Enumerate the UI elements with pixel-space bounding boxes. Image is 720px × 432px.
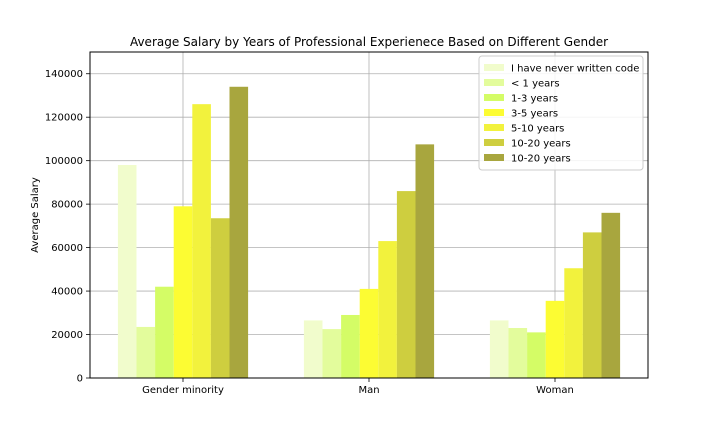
x-tick-label: Woman xyxy=(536,385,574,396)
y-tick-label: 40000 xyxy=(51,287,83,298)
legend-entry: < 1 years xyxy=(511,79,560,90)
legend-swatch xyxy=(484,79,504,86)
y-axis-ticks: 0 20000 40000 60000 80000 100000 120000 140000 xyxy=(45,69,90,385)
bar xyxy=(415,144,435,378)
bar xyxy=(136,326,156,378)
y-tick-label: 0 xyxy=(77,374,83,385)
bars xyxy=(117,86,621,379)
bar xyxy=(396,191,416,378)
bar xyxy=(545,300,565,378)
bar xyxy=(582,232,602,378)
bar xyxy=(303,320,323,378)
legend-swatch xyxy=(484,109,504,116)
legend-entry: 1-3 years xyxy=(511,94,558,105)
legend-swatch xyxy=(484,94,504,101)
y-tick-label: 80000 xyxy=(51,200,83,211)
legend-swatch xyxy=(484,124,504,131)
legend: I have never written code < 1 years 1-3 ye… xyxy=(478,55,644,171)
bar xyxy=(341,314,360,378)
legend-entry: 5-10 years xyxy=(511,124,564,135)
y-axis-label: Average Salary xyxy=(30,177,41,253)
legend-entry: 10-20 years xyxy=(511,139,571,150)
bar xyxy=(359,288,379,378)
bar xyxy=(322,329,342,378)
bar xyxy=(489,320,509,378)
legend-swatch xyxy=(484,154,504,161)
y-tick-label: 140000 xyxy=(45,69,83,80)
legend-entry: 3-5 years xyxy=(511,109,558,120)
y-tick-label: 120000 xyxy=(45,113,83,124)
bar xyxy=(601,212,621,378)
legend-swatch xyxy=(484,139,504,146)
x-tick-label: Man xyxy=(358,385,379,396)
bar xyxy=(564,268,583,378)
x-tick-label: Gender minority xyxy=(142,385,224,396)
bar xyxy=(173,206,193,378)
y-tick-label: 20000 xyxy=(51,330,83,341)
bar xyxy=(527,332,546,378)
bar xyxy=(192,104,211,378)
bar xyxy=(508,328,528,378)
legend-box xyxy=(478,55,644,171)
bar xyxy=(155,286,174,378)
chart-title: Average Salary by Years of Professional … xyxy=(130,35,608,49)
bar xyxy=(117,165,137,378)
y-tick-label: 100000 xyxy=(45,156,83,167)
bar xyxy=(378,241,397,378)
bar xyxy=(229,86,249,379)
y-tick-label: 60000 xyxy=(51,243,83,254)
legend-entry: 10-20 years xyxy=(511,154,571,165)
x-axis-ticks: Gender minority Man Woman xyxy=(142,378,574,396)
legend-entry: I have never written code xyxy=(511,64,639,75)
bar xyxy=(210,218,230,378)
legend-swatch xyxy=(484,64,504,71)
